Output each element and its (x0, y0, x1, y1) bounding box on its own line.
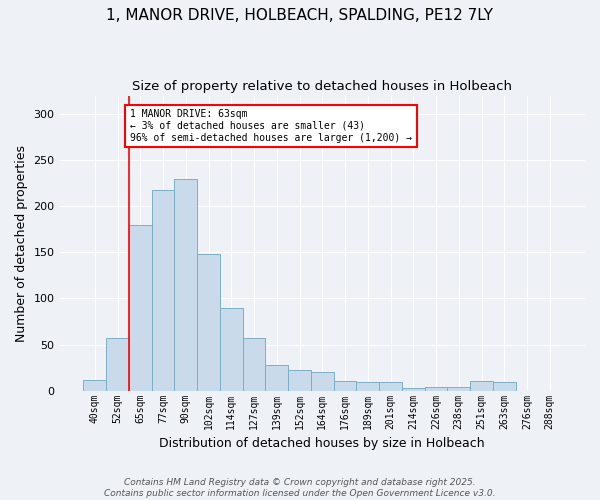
Bar (425, 387, 448, 390)
Bar (356, 382, 379, 390)
Bar (493, 382, 515, 390)
Bar (288, 370, 311, 390)
Bar (242, 338, 265, 390)
Bar (220, 308, 242, 390)
Bar (129, 224, 152, 390)
Bar (448, 387, 470, 390)
Bar (175, 178, 197, 390)
X-axis label: Distribution of detached houses by size in Holbeach: Distribution of detached houses by size … (160, 437, 485, 450)
Bar (265, 365, 288, 390)
Text: 1 MANOR DRIVE: 63sqm
← 3% of detached houses are smaller (43)
96% of semi-detach: 1 MANOR DRIVE: 63sqm ← 3% of detached ho… (130, 110, 412, 142)
Bar (152, 190, 175, 390)
Text: 1, MANOR DRIVE, HOLBEACH, SPALDING, PE12 7LY: 1, MANOR DRIVE, HOLBEACH, SPALDING, PE12… (107, 8, 493, 22)
Bar (83, 380, 106, 390)
Y-axis label: Number of detached properties: Number of detached properties (15, 144, 28, 342)
Text: Contains HM Land Registry data © Crown copyright and database right 2025.
Contai: Contains HM Land Registry data © Crown c… (104, 478, 496, 498)
Bar (379, 382, 402, 390)
Bar (334, 382, 356, 390)
Bar (470, 382, 493, 390)
Bar (106, 338, 129, 390)
Bar (197, 254, 220, 390)
Bar (402, 388, 425, 390)
Bar (311, 372, 334, 390)
Title: Size of property relative to detached houses in Holbeach: Size of property relative to detached ho… (132, 80, 512, 93)
